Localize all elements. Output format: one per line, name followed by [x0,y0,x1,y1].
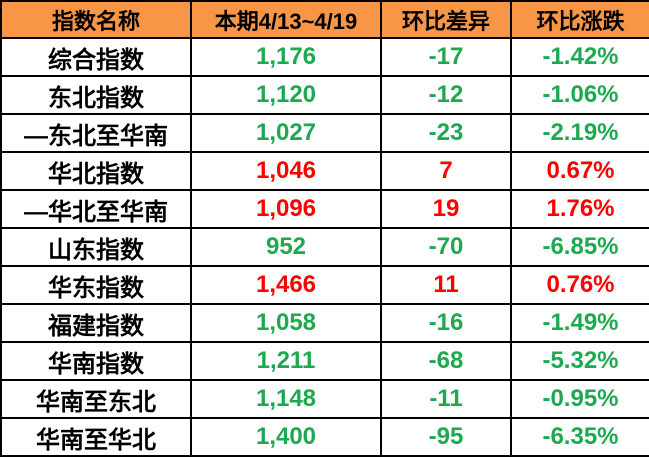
pct-change-cell: -1.42% [510,37,649,77]
diff-cell: -95 [380,417,512,457]
diff-cell: 19 [380,189,512,229]
pct-change-cell: 1.76% [510,189,649,229]
pct-change-cell: -1.06% [510,75,649,115]
pct-change-cell: 0.67% [510,151,649,191]
diff-cell: -12 [380,75,512,115]
header-row: 指数名称 本期4/13~4/19 环比差异 环比涨跌 [0,0,649,39]
current-value-cell: 1,120 [190,75,382,115]
index-name-cell: 综合指数 [0,37,192,77]
current-value-cell: 1,466 [190,265,382,305]
diff-cell: 11 [380,265,512,305]
table-row: 华北指数 1,046 7 0.67% [0,151,649,191]
index-name-cell: 华南至华北 [0,417,192,457]
pct-change-cell: -0.95% [510,379,649,419]
table-body: 综合指数 1,176 -17 -1.42% 东北指数 1,120 -12 -1.… [0,37,649,457]
current-value-cell: 1,046 [190,151,382,191]
diff-cell: 7 [380,151,512,191]
current-value-cell: 952 [190,227,382,267]
pct-change-cell: 0.76% [510,265,649,305]
diff-cell: -68 [380,341,512,381]
table-row: —东北至华南 1,027 -23 -2.19% [0,113,649,153]
table-row: —华北至华南 1,096 19 1.76% [0,189,649,229]
column-header-index-name: 指数名称 [0,0,192,39]
table-row: 综合指数 1,176 -17 -1.42% [0,37,649,77]
diff-cell: -17 [380,37,512,77]
current-value-cell: 1,211 [190,341,382,381]
table-row: 福建指数 1,058 -16 -1.49% [0,303,649,343]
column-header-current-period: 本期4/13~4/19 [190,0,382,39]
pct-change-cell: -6.85% [510,227,649,267]
index-name-cell: —东北至华南 [0,113,192,153]
table-row: 华南至华北 1,400 -95 -6.35% [0,417,649,457]
pct-change-cell: -2.19% [510,113,649,153]
index-name-cell: 华南至东北 [0,379,192,419]
index-name-cell: 华北指数 [0,151,192,191]
index-name-cell: 福建指数 [0,303,192,343]
diff-cell: -11 [380,379,512,419]
diff-cell: -23 [380,113,512,153]
current-value-cell: 1,058 [190,303,382,343]
index-name-cell: 东北指数 [0,75,192,115]
current-value-cell: 1,148 [190,379,382,419]
index-name-cell: —华北至华南 [0,189,192,229]
diff-cell: -70 [380,227,512,267]
column-header-pct-change: 环比涨跌 [510,0,649,39]
column-header-diff: 环比差异 [380,0,512,39]
table-header: 指数名称 本期4/13~4/19 环比差异 环比涨跌 [0,0,649,39]
pct-change-cell: -1.49% [510,303,649,343]
pct-change-cell: -6.35% [510,417,649,457]
table-row: 山东指数 952 -70 -6.85% [0,227,649,267]
table-row: 华南至东北 1,148 -11 -0.95% [0,379,649,419]
current-value-cell: 1,176 [190,37,382,77]
pct-change-cell: -5.32% [510,341,649,381]
index-name-cell: 华东指数 [0,265,192,305]
current-value-cell: 1,400 [190,417,382,457]
table-row: 华东指数 1,466 11 0.76% [0,265,649,305]
table-row: 东北指数 1,120 -12 -1.06% [0,75,649,115]
diff-cell: -16 [380,303,512,343]
table-row: 华南指数 1,211 -68 -5.32% [0,341,649,381]
index-name-cell: 华南指数 [0,341,192,381]
current-value-cell: 1,027 [190,113,382,153]
current-value-cell: 1,096 [190,189,382,229]
index-name-cell: 山东指数 [0,227,192,267]
